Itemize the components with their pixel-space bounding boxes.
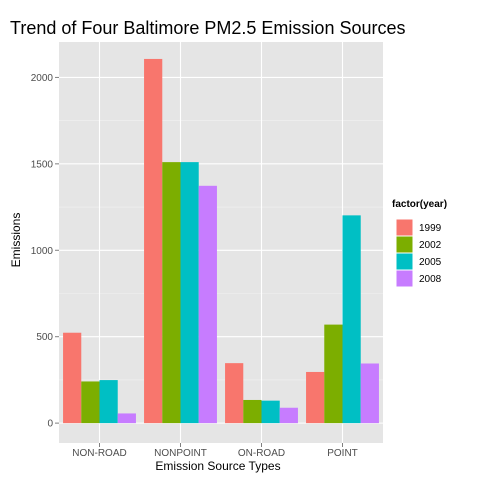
bar-on-road-2002	[243, 399, 262, 424]
legend-label-2005: 2005	[419, 257, 442, 268]
bar-nonpoint-2005	[180, 162, 199, 424]
bar-non-road-2008	[117, 413, 136, 424]
bar-on-road-2005	[261, 400, 280, 424]
legend-label-1999: 1999	[419, 223, 442, 234]
legend-key-2002	[396, 236, 413, 253]
bar-nonpoint-1999	[144, 58, 163, 424]
x-axis: NON-ROAD NONPOINT ON-ROAD POINT	[72, 443, 358, 459]
legend-key-2008	[396, 270, 413, 287]
y-axis: 0 500 1000 1500 2000	[31, 73, 59, 430]
bar-non-road-2002	[81, 381, 100, 424]
bar-nonpoint-2008	[198, 185, 217, 424]
legend-key-2005	[396, 253, 413, 270]
x-axis-title: Emission Source Types	[155, 459, 280, 473]
y-axis-title: Emissions	[9, 213, 23, 268]
bar-point-1999	[306, 371, 325, 424]
bar-on-road-2008	[279, 407, 298, 424]
legend-label-2008: 2008	[419, 274, 442, 285]
bars	[63, 58, 379, 424]
y-tick-label: 1500	[31, 159, 54, 170]
bar-point-2002	[324, 324, 343, 424]
legend-title: factor(year)	[392, 199, 447, 210]
x-tick-label: POINT	[327, 448, 358, 459]
x-tick-label: ON-ROAD	[238, 448, 285, 459]
y-tick-label: 1000	[31, 246, 54, 257]
legend-label-2002: 2002	[419, 240, 442, 251]
legend: factor(year) 1999 2002 2005 2008	[392, 199, 447, 288]
bar-nonpoint-2002	[162, 162, 181, 424]
bar-point-2005	[342, 215, 361, 424]
legend-key-1999	[396, 219, 413, 236]
bar-on-road-1999	[225, 363, 244, 424]
y-tick-label: 500	[36, 332, 53, 343]
chart-title: Trend of Four Baltimore PM2.5 Emission S…	[10, 18, 405, 38]
bar-non-road-2005	[99, 380, 118, 424]
x-tick-label: NONPOINT	[154, 448, 207, 459]
x-tick-label: NON-ROAD	[72, 448, 126, 459]
bar-non-road-1999	[63, 332, 82, 424]
bar-point-2008	[360, 363, 379, 424]
y-tick-label: 2000	[31, 73, 54, 84]
y-tick-label: 0	[47, 419, 53, 430]
